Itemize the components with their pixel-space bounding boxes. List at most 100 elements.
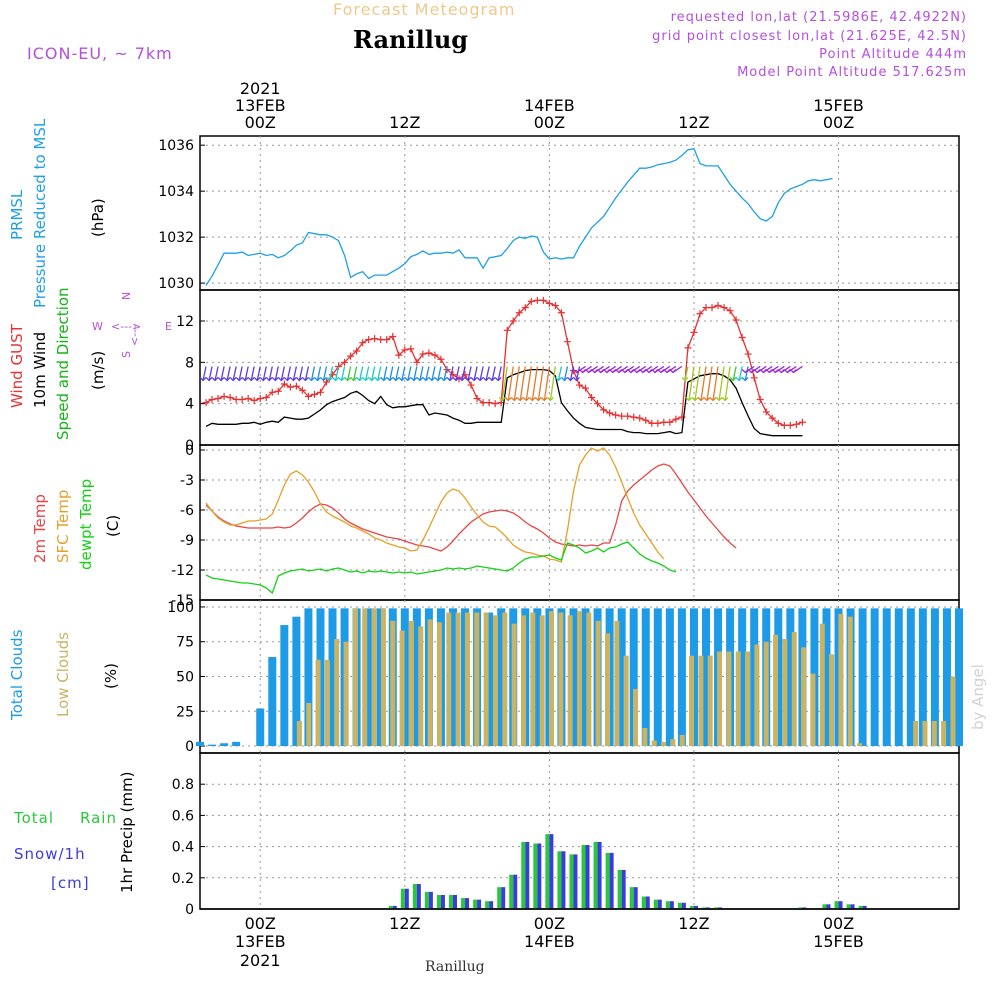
precip-snow-bar [585,845,590,909]
precip-total-bar [521,841,526,909]
temperature-ytick-label: -9 [180,533,194,549]
gust-marker [437,355,445,363]
gust-marker [600,406,608,414]
total-clouds-bar [894,608,903,747]
gust-marker [684,344,692,352]
total-clouds-bar [400,608,409,747]
gust-marker [762,408,770,416]
wind-direction-arrow [537,366,545,401]
total-clouds-bar [774,608,783,747]
gust-marker [588,393,596,401]
gust-marker [292,382,300,390]
wind-direction-arrowhead [368,377,376,382]
wind-direction-arrowhead [211,377,219,382]
precip-total-bar [436,894,441,909]
precip-total-bar [641,896,646,909]
wind-direction-arrowhead [253,377,261,382]
gust-marker [473,395,481,402]
top-hour-label: 00Z [245,113,276,132]
gust-marker [630,413,638,421]
low-clouds-bar [726,651,732,747]
gust-marker [401,346,409,354]
low-clouds-bar [782,638,788,747]
top-hour-label: 00Z [823,113,854,132]
low-clouds-bar [567,615,573,747]
low-clouds-bar [623,655,629,747]
gust-marker [521,304,529,312]
wind-direction-arrow [718,366,725,401]
wind-direction-arrow [467,366,472,381]
gust-marker [262,393,270,401]
low-clouds-bar [913,721,919,747]
gust-marker [359,339,367,347]
total-clouds-bar [942,608,951,747]
gust-marker [702,304,710,312]
pressure-ytick-label: 1034 [158,184,194,200]
wind-direction-arrowhead [633,369,641,374]
total-clouds-bar [292,616,301,747]
precip-total-bar [617,870,622,909]
wind-direction-arrowhead [498,397,506,402]
gust-marker [654,419,662,427]
top-day-label: 13FEB [235,96,286,115]
total-clouds-bar [328,608,337,747]
top-day-label: 14FEB [524,96,575,115]
wind-direction-arrowhead [277,377,285,382]
temperature-ytick-label: -6 [180,503,194,519]
low-clouds-bar [717,651,723,747]
precip-snow-bar [489,901,494,909]
bottom-day-label: 14FEB [524,932,575,951]
total-clouds-bar [629,608,638,747]
low-clouds-bar [745,651,751,747]
bottom-hour-label: 12Z [389,914,420,933]
wind-direction-arrowhead [747,369,755,374]
wind-direction-arrowhead [452,377,460,382]
low-clouds-bar [586,612,592,747]
gust-marker [720,304,728,312]
wind-direction-arrow [310,366,316,381]
gust-marker [286,383,294,391]
wind-direction-arrowhead [247,377,255,382]
precip-total-bar [702,907,706,909]
precip-snow-bar [428,891,433,909]
total-clouds-bar [918,608,927,747]
precip-snow-bar [440,894,445,909]
low-clouds-bar [315,659,321,747]
wind-direction-arrow [712,366,719,401]
gust-marker [310,390,318,398]
low-clouds-bar [539,615,545,747]
footer-station: Ranillug [425,959,485,975]
low-clouds-bar [810,673,816,747]
clouds-ytick-label: 75 [176,635,194,651]
gust-marker [365,336,373,344]
wind-direction-arrow [485,366,490,381]
precip-snow-bar [597,841,602,909]
low-clouds-bar [577,611,582,747]
wind-direction-arrowhead [320,377,327,382]
precip-cm-label: [cm] [51,874,90,892]
bottom-hour-label: 12Z [678,914,709,933]
gust-marker [738,334,746,342]
wind-direction-arrowhead [386,377,394,382]
low-clouds-bar [520,615,526,747]
gust-marker [708,304,716,312]
gust-marker [208,396,216,404]
low-clouds-bar [679,734,685,747]
total-clouds-bar [750,608,759,747]
wind-direction-arrowhead [645,369,653,374]
gust-marker [563,338,571,346]
clouds-ytick-label: 25 [176,704,194,720]
gust-marker [268,388,276,396]
wind-direction-arrowhead [528,397,536,402]
total-clouds-bar [906,608,915,747]
precip-total-bar [605,852,610,909]
total-clouds-bar [220,743,229,747]
wind-direction-arrowhead [729,377,737,382]
wind-direction-arrowhead [199,377,207,382]
wind-direction-arrowhead [217,377,225,382]
wind-direction-arrowhead [709,397,717,402]
wind-direction-arrow [359,366,364,381]
gust-marker [726,307,734,315]
wind-direction-arrowhead [338,377,346,382]
low-clouds-bar [857,743,863,747]
